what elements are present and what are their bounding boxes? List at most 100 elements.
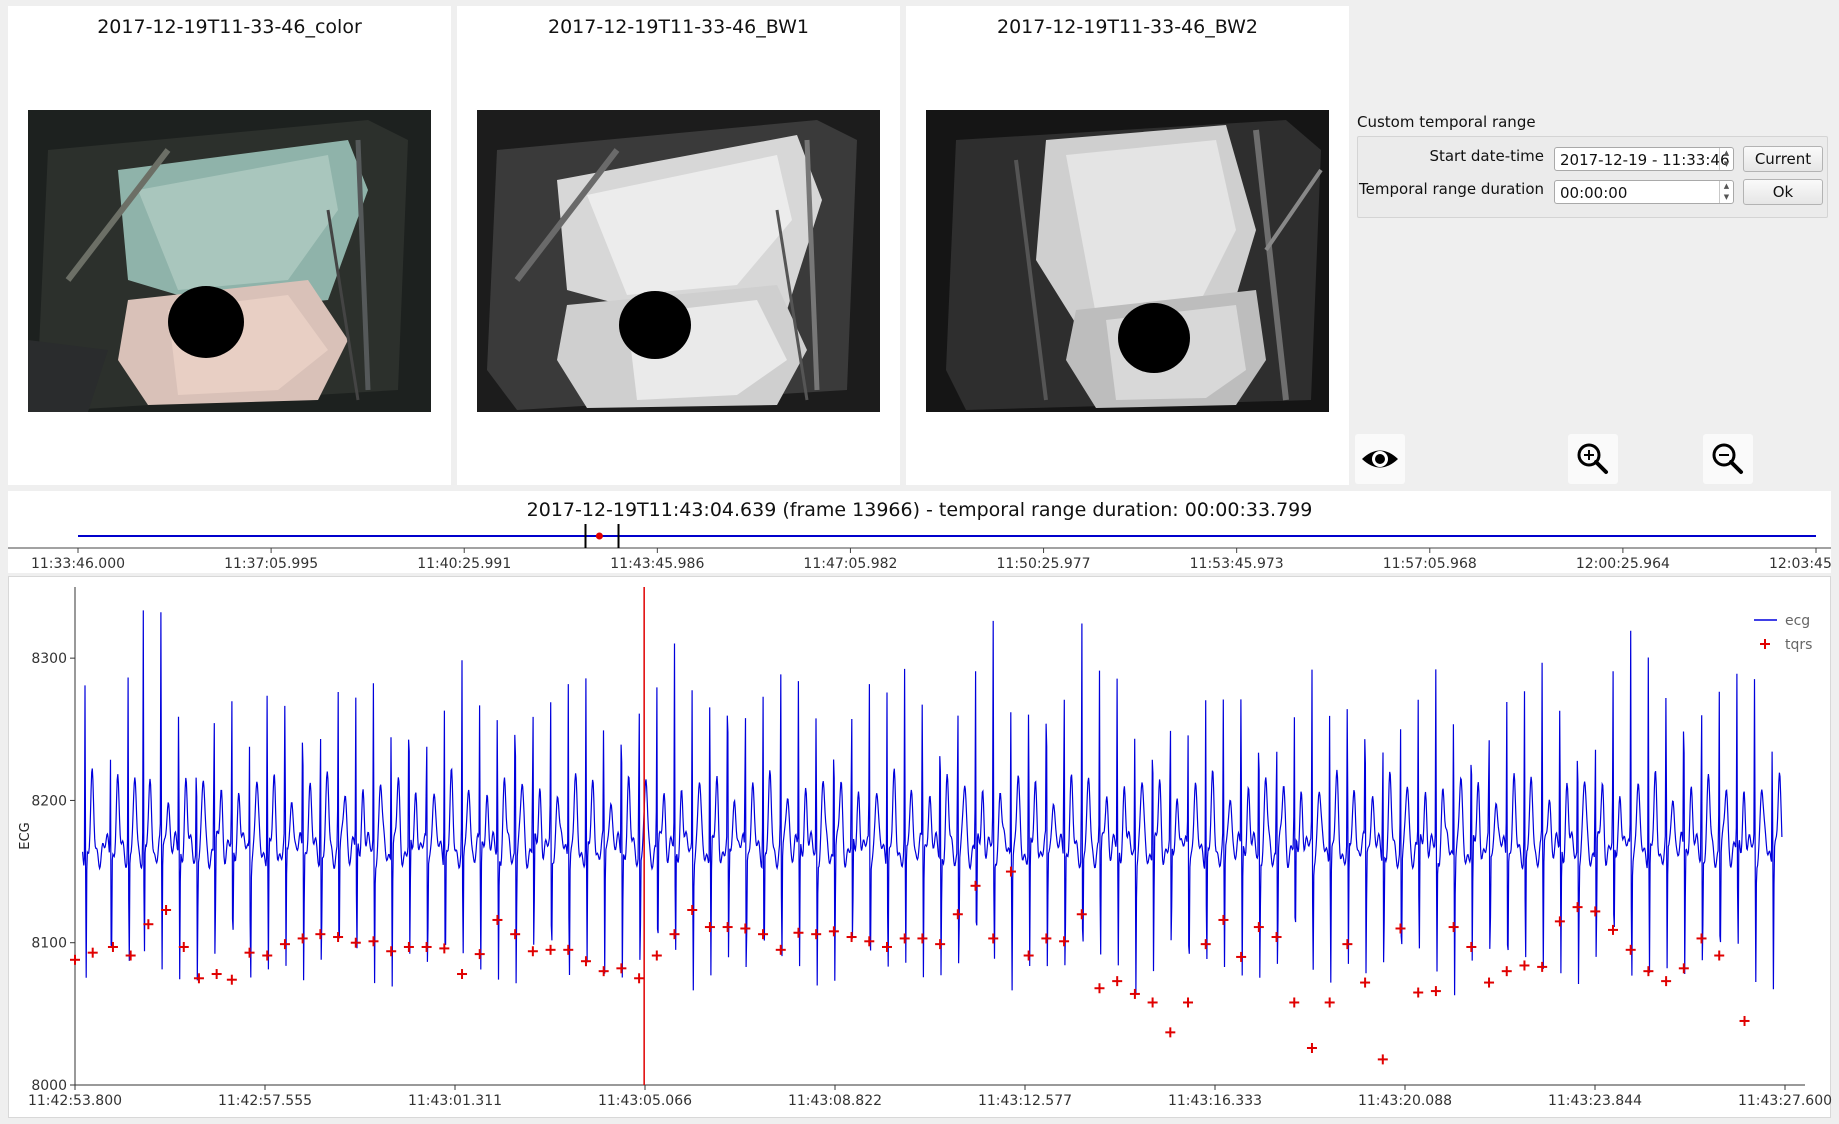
- tqrs-marker: [935, 939, 946, 950]
- video-frame-color[interactable]: [28, 110, 431, 412]
- start-date-input[interactable]: 2017-12-19 - 11:33:46 ▲ ▼: [1554, 147, 1734, 171]
- tqrs-marker: [580, 956, 591, 967]
- tqrs-marker: [1129, 988, 1140, 999]
- tqrs-marker: [1501, 966, 1512, 977]
- timeline-tick-label: 11:47:05.982: [803, 556, 897, 572]
- tqrs-marker: [1590, 906, 1601, 917]
- ok-button[interactable]: Ok: [1743, 179, 1823, 205]
- x-tick-label: 11:43:08.822: [788, 1093, 882, 1109]
- tqrs-marker: [226, 974, 237, 985]
- tqrs-marker: [651, 950, 662, 961]
- duration-input[interactable]: 00:00:00 ▲ ▼: [1554, 180, 1734, 204]
- tqrs-marker: [775, 944, 786, 955]
- tqrs-marker: [1430, 986, 1441, 997]
- legend-ecg-label: ecg: [1785, 613, 1810, 629]
- zoom-out-icon: [1712, 443, 1743, 474]
- tqrs-marker: [899, 933, 910, 944]
- timeline-tick-label: 11:50:25.977: [997, 556, 1091, 572]
- tqrs-marker: [687, 904, 698, 915]
- tqrs-marker: [740, 923, 751, 934]
- x-tick-label: 11:42:53.800: [28, 1093, 122, 1109]
- tqrs-marker: [1413, 987, 1424, 998]
- tqrs-marker: [1554, 916, 1565, 927]
- video-image: [926, 110, 1329, 412]
- timeline-tick-label: 11:57:05.968: [1383, 556, 1477, 572]
- tqrs-marker: [1041, 933, 1052, 944]
- tqrs-marker: [1448, 922, 1459, 933]
- start-date-value: 2017-12-19 - 11:33:46: [1560, 151, 1730, 169]
- current-button[interactable]: Current: [1743, 146, 1823, 172]
- tqrs-marker: [107, 941, 118, 952]
- zoom-in-icon: [1577, 443, 1608, 474]
- timeline-tick-label: 11:43:45.986: [610, 556, 704, 572]
- tqrs-marker: [1200, 939, 1211, 950]
- video-panel-color: 2017-12-19T11-33-46_color: [8, 6, 451, 485]
- tqrs-marker: [563, 944, 574, 955]
- y-tick-label: 8000: [31, 1078, 67, 1094]
- zoom-in-button[interactable]: [1568, 434, 1618, 484]
- timeline-tick-label: 11:37:05.995: [224, 556, 318, 572]
- eye-icon: [1362, 450, 1398, 468]
- view-button[interactable]: [1355, 434, 1405, 484]
- tqrs-marker: [952, 909, 963, 920]
- start-date-spin-arrows[interactable]: ▲ ▼: [1719, 148, 1733, 170]
- tqrs-marker: [527, 946, 538, 957]
- tqrs-marker: [1271, 932, 1282, 943]
- tqrs-marker: [315, 929, 326, 940]
- timeline-tick-label: 12:00:25.964: [1576, 556, 1670, 572]
- tqrs-marker: [1625, 944, 1636, 955]
- tqrs-marker: [1094, 983, 1105, 994]
- x-tick-label: 11:43:23.844: [1548, 1093, 1642, 1109]
- x-tick-label: 11:43:05.066: [598, 1093, 692, 1109]
- tqrs-marker: [616, 963, 627, 974]
- video-panel-bw2: 2017-12-19T11-33-46_BW2: [906, 6, 1349, 485]
- timeline-panel: 2017-12-19T11:43:04.639 (frame 13966) - …: [8, 491, 1831, 573]
- tqrs-marker: [722, 922, 733, 933]
- tqrs-marker: [1165, 1027, 1176, 1038]
- video-panel-bw1: 2017-12-19T11-33-46_BW1: [457, 6, 900, 485]
- zoom-out-button[interactable]: [1703, 434, 1753, 484]
- timeline-tick-label: 12:03:45.960: [1769, 556, 1831, 572]
- tqrs-marker: [262, 950, 273, 961]
- legend-tqrs-label: tqrs: [1785, 637, 1812, 653]
- tqrs-marker: [333, 932, 344, 943]
- tqrs-marker: [1466, 941, 1477, 952]
- tqrs-marker: [811, 929, 822, 940]
- video-frame-bw2[interactable]: [926, 110, 1329, 412]
- timeline-title: 2017-12-19T11:43:04.639 (frame 13966) - …: [526, 499, 1313, 521]
- custom-range-group: Start date-time 2017-12-19 - 11:33:46 ▲ ▼…: [1357, 136, 1828, 218]
- tqrs-marker: [474, 949, 485, 960]
- ecg-chart[interactable]: 8000 8100 8200 8300 11:42:53.800 11:42:57.555…: [9, 577, 1832, 1119]
- tqrs-marker: [1537, 961, 1548, 972]
- tqrs-marker: [545, 944, 556, 955]
- tqrs-marker: [758, 929, 769, 940]
- tqrs-marker: [70, 954, 80, 965]
- tqrs-marker: [846, 932, 857, 943]
- tqrs-marker: [1236, 951, 1247, 962]
- chart-legend: ecg tqrs: [1754, 613, 1812, 653]
- tqrs-marker: [211, 969, 222, 980]
- tqrs-marker: [793, 927, 804, 938]
- tqrs-marker: [492, 914, 503, 925]
- ecg-chart-panel: 8000 8100 8200 8300 11:42:53.800 11:42:57.555…: [8, 576, 1832, 1119]
- tqrs-marker: [1696, 933, 1707, 944]
- timeline-slider[interactable]: 11:33:46.000 11:37:05.995 11:40:25.991 11:4…: [8, 491, 1831, 573]
- tqrs-marker: [1306, 1043, 1317, 1054]
- tqrs-marker: [1005, 866, 1016, 877]
- tqrs-marker: [125, 950, 136, 961]
- tqrs-marker: [510, 929, 521, 940]
- tqrs-marker: [1607, 924, 1618, 935]
- timeline-cursor[interactable]: [595, 532, 603, 540]
- x-tick-label: 11:43:12.577: [978, 1093, 1072, 1109]
- tqrs-marker: [1739, 1015, 1750, 1026]
- tqrs-marker: [421, 941, 432, 952]
- tqrs-marker: [1289, 997, 1300, 1008]
- timeline-tick-label: 11:53:45.973: [1190, 556, 1284, 572]
- tqrs-marker: [457, 969, 468, 980]
- tqrs-marker: [1112, 976, 1123, 987]
- video-frame-bw1[interactable]: [477, 110, 880, 412]
- duration-label: Temporal range duration: [1359, 180, 1544, 198]
- tqrs-marker: [386, 946, 397, 957]
- tqrs-marker: [828, 926, 839, 937]
- duration-spin-arrows[interactable]: ▲ ▼: [1719, 181, 1733, 203]
